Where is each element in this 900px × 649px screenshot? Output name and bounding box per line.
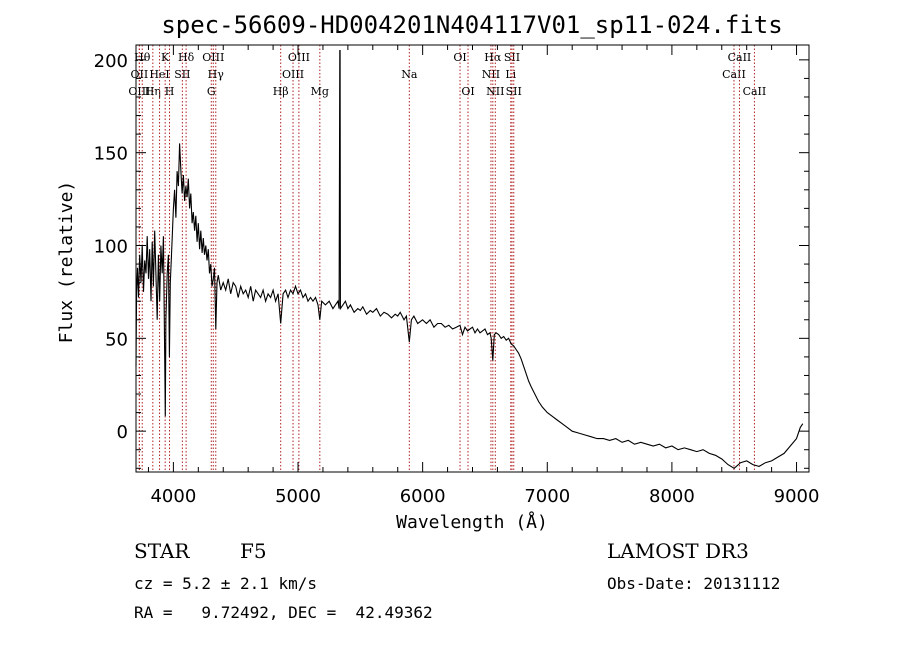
flux-series bbox=[135, 50, 804, 469]
spectral-line-label: Hη bbox=[145, 85, 161, 98]
redshift-cz: cz = 5.2 ± 2.1 km/s bbox=[134, 574, 318, 593]
chart-title: spec-56609-HD004201N404117V01_sp11-024.f… bbox=[161, 11, 782, 39]
spectral-line-label: K bbox=[161, 51, 170, 64]
spectral-line-label: SII bbox=[504, 51, 520, 64]
x-tick-label: 7000 bbox=[524, 486, 570, 507]
coordinates: RA = 9.72492, DEC = 42.49362 bbox=[134, 603, 433, 622]
x-tick-label: 6000 bbox=[400, 486, 446, 507]
spectral-line-label: Hγ bbox=[208, 68, 225, 81]
spectral-line-label: Na bbox=[401, 68, 418, 81]
y-axis-label: Flux (relative) bbox=[56, 181, 77, 344]
object-subclass: F5 bbox=[240, 539, 267, 563]
spectral-line-label: Hδ bbox=[178, 51, 195, 64]
x-axis-label: Wavelength (Å) bbox=[396, 511, 548, 533]
spectral-line-label: Hα bbox=[484, 51, 502, 64]
spectral-line-label: OIII bbox=[202, 51, 224, 64]
spectral-line-label: Mg bbox=[311, 85, 329, 98]
spectral-line-label: Hβ bbox=[273, 85, 289, 98]
plot-frame bbox=[135, 44, 810, 473]
spectral-line-label: OI bbox=[453, 51, 466, 64]
spectral-line-label: H bbox=[165, 85, 175, 98]
spectral-line-label: SII bbox=[174, 68, 190, 81]
spectral-line-label: NII bbox=[482, 68, 500, 81]
spectral-line-label: CaII bbox=[728, 51, 752, 64]
spectral-line-label: Li bbox=[505, 68, 516, 81]
y-tick-label: 100 bbox=[94, 237, 128, 258]
y-tick-label: 150 bbox=[94, 144, 128, 165]
spectral-line-label: CaII bbox=[743, 85, 767, 98]
y-tick-label: 0 bbox=[117, 422, 128, 443]
x-tick-label: 5000 bbox=[275, 486, 321, 507]
spectral-line-label: CaII bbox=[722, 68, 746, 81]
object-class: STAR bbox=[134, 539, 190, 563]
x-tick-label: 4000 bbox=[150, 486, 196, 507]
x-tick-label: 8000 bbox=[649, 486, 695, 507]
y-tick-label: 50 bbox=[105, 329, 128, 350]
spectral-line-label: OIII bbox=[128, 85, 150, 98]
spectral-line-label: NII bbox=[486, 85, 504, 98]
spectral-line-label: OIII bbox=[288, 51, 310, 64]
x-tick-label: 9000 bbox=[774, 486, 820, 507]
flux-line bbox=[135, 50, 804, 469]
y-tick-label: 200 bbox=[94, 51, 128, 72]
survey-name: LAMOST DR3 bbox=[607, 539, 749, 563]
spectral-line-label: OI bbox=[461, 85, 474, 98]
spectral-line-label: HeI bbox=[149, 68, 169, 81]
spectral-line-label: SII bbox=[506, 85, 522, 98]
observation-date: Obs-Date: 20131112 bbox=[607, 574, 781, 593]
spectral-line-label: G bbox=[207, 85, 216, 98]
axes: 4000 5000 6000 7000 8000 9000 0 50 100 150 200 bbox=[94, 44, 820, 507]
spectral-line-label: Hθ bbox=[134, 51, 151, 64]
spectral-line-label: OIII bbox=[282, 68, 304, 81]
